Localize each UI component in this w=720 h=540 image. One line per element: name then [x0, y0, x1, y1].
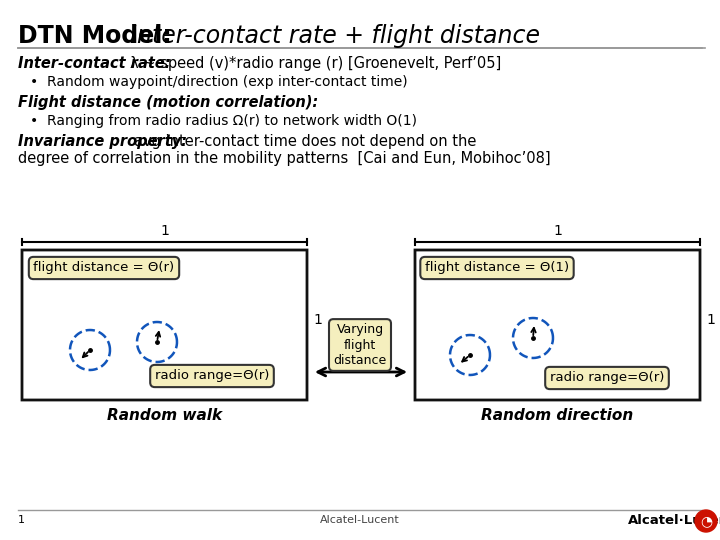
FancyBboxPatch shape	[415, 250, 700, 400]
Text: radio range=Θ(r): radio range=Θ(r)	[155, 369, 269, 382]
FancyBboxPatch shape	[22, 250, 307, 400]
Text: Random walk: Random walk	[107, 408, 222, 423]
Text: Alcatel·Lucent: Alcatel·Lucent	[628, 514, 720, 526]
Text: •  Ranging from radio radius Ω(r) to network width O(1): • Ranging from radio radius Ω(r) to netw…	[30, 114, 417, 128]
Text: degree of correlation in the mobility patterns  [Cai and Eun, Mobihoc’08]: degree of correlation in the mobility pa…	[18, 151, 551, 166]
Text: avg inter-contact time does not depend on the: avg inter-contact time does not depend o…	[134, 134, 477, 149]
Text: Varying
flight
distance: Varying flight distance	[333, 323, 387, 367]
Text: •  Random waypoint/direction (exp inter-contact time): • Random waypoint/direction (exp inter-c…	[30, 75, 408, 89]
Text: ◔: ◔	[700, 514, 712, 528]
Text: flight distance = Θ(1): flight distance = Θ(1)	[425, 261, 569, 274]
Text: 1: 1	[313, 313, 322, 327]
Text: 1: 1	[706, 313, 715, 327]
Text: DTN Model:: DTN Model:	[18, 24, 180, 48]
Text: Inter-contact rate:: Inter-contact rate:	[18, 56, 176, 71]
Text: 1: 1	[553, 224, 562, 238]
Text: Invariance property:: Invariance property:	[18, 134, 192, 149]
Text: 1: 1	[18, 515, 25, 525]
Text: Inter-contact rate + flight distance: Inter-contact rate + flight distance	[130, 24, 540, 48]
Text: 1: 1	[160, 224, 169, 238]
Text: Random direction: Random direction	[482, 408, 634, 423]
Text: Alcatel-Lucent: Alcatel-Lucent	[320, 515, 400, 525]
Text: Flight distance (motion correlation):: Flight distance (motion correlation):	[18, 95, 318, 110]
Text: flight distance = Θ(r): flight distance = Θ(r)	[33, 261, 174, 274]
Text: radio range=Θ(r): radio range=Θ(r)	[550, 372, 664, 384]
Circle shape	[695, 510, 717, 532]
Text: λ ~ speed (v)*radio range (r) [Groenevelt, Perf’05]: λ ~ speed (v)*radio range (r) [Groenevel…	[130, 56, 501, 71]
